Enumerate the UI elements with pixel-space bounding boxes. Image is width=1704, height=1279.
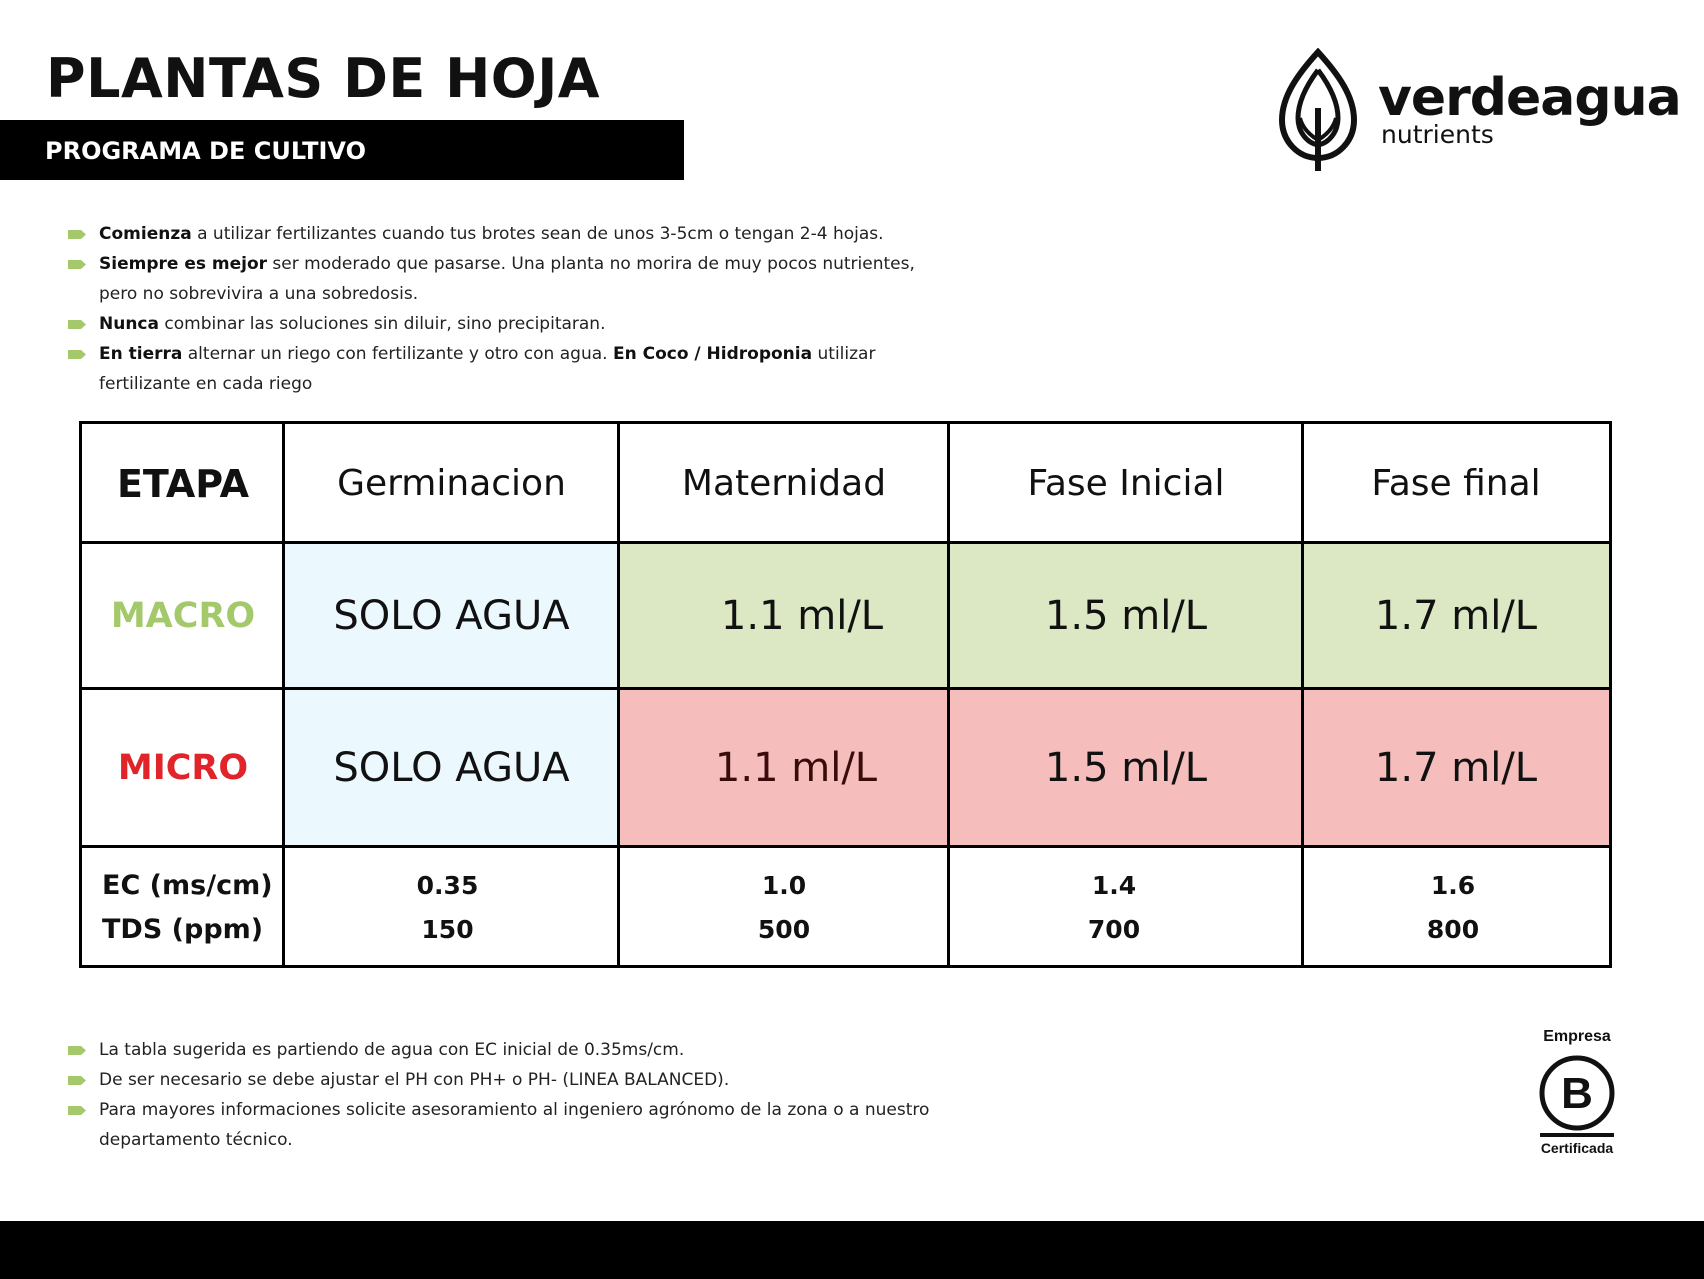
table-divider — [947, 424, 950, 965]
footnote-item: La tabla sugerida es partiendo de agua c… — [68, 1035, 1028, 1065]
arrow-bullet-icon — [68, 350, 86, 359]
table-divider — [82, 687, 1609, 690]
brand-logo: verdeagua nutrients — [1278, 48, 1682, 173]
guideline-item: Comienza a utilizar fertilizantes cuando… — [68, 219, 948, 249]
footnote-item: De ser necesario se debe ajustar el PH c… — [68, 1065, 1028, 1095]
leaf-icon — [1278, 48, 1358, 171]
b-corp-icon: B — [1539, 1055, 1615, 1137]
arrow-bullet-icon — [68, 1076, 86, 1085]
micro-germinacion: SOLO AGUA — [284, 689, 619, 847]
table-divider — [82, 845, 1609, 848]
macro-fase-final: 1.7 ml/L — [1303, 543, 1609, 689]
micro-fase-final: 1.7 ml/L — [1303, 689, 1609, 847]
b-corp-letter: B — [1561, 1069, 1593, 1118]
macro-germinacion: SOLO AGUA — [284, 543, 619, 689]
header-stage-fase-final: Fase final — [1371, 463, 1541, 504]
ec-germinacion: 0.35 — [416, 870, 479, 900]
ec-maternidad: 1.0 — [761, 870, 807, 900]
row-label-tds: TDS (ppm) — [102, 913, 264, 945]
micro-maternidad: 1.1 ml/L — [619, 689, 949, 847]
footnotes-list: La tabla sugerida es partiendo de agua c… — [68, 1035, 1028, 1155]
arrow-bullet-icon — [68, 1046, 86, 1055]
table-divider — [82, 541, 1609, 544]
b-corp-top-label: Empresa — [1543, 1028, 1611, 1045]
row-label-ec: EC (ms/cm) — [102, 869, 273, 901]
table-divider — [617, 424, 620, 965]
page-title: PLANTAS DE HOJA — [46, 47, 601, 110]
guideline-item: Nunca combinar las soluciones sin diluir… — [68, 309, 948, 339]
table-divider — [282, 424, 285, 965]
feeding-schedule-table: ETAPA Germinacion Maternidad Fase Inicia… — [79, 421, 1612, 968]
ec-fase-inicial: 1.4 — [1091, 870, 1137, 900]
guidelines-list: Comienza a utilizar fertilizantes cuando… — [68, 219, 948, 399]
macro-fase-inicial: 1.5 ml/L — [949, 543, 1303, 689]
b-corp-bottom-label: Certificada — [1540, 1140, 1614, 1156]
brand-name: verdeagua — [1378, 68, 1682, 128]
tds-germinacion: 150 — [421, 914, 474, 944]
tds-maternidad: 500 — [757, 914, 811, 944]
ec-fase-final: 1.6 — [1430, 870, 1476, 900]
arrow-bullet-icon — [68, 260, 86, 269]
footnote-item: Para mayores informaciones solicite ases… — [68, 1095, 1028, 1155]
b-corp-badge: Empresa B Certificada — [1534, 1028, 1620, 1158]
guideline-item: En tierra alternar un riego con fertiliz… — [68, 339, 948, 399]
header-stage-maternidad: Maternidad — [681, 463, 887, 504]
header-stage-fase-inicial: Fase Inicial — [1027, 463, 1225, 504]
header-stage-germinacion: Germinacion — [337, 463, 566, 504]
macro-maternidad: 1.1 ml/L — [619, 543, 949, 689]
table-divider — [1301, 424, 1304, 965]
arrow-bullet-icon — [68, 230, 86, 239]
row-label-micro: MICRO — [117, 748, 249, 788]
subtitle-text: PROGRAMA DE CULTIVO — [45, 137, 366, 165]
tds-fase-final: 800 — [1426, 914, 1480, 944]
arrow-bullet-icon — [68, 320, 86, 329]
brand-tagline: nutrients — [1381, 120, 1494, 149]
guideline-item: Siempre es mejor ser moderado que pasars… — [68, 249, 948, 309]
row-label-macro: MACRO — [110, 596, 256, 636]
arrow-bullet-icon — [68, 1106, 86, 1115]
header-etapa: ETAPA — [116, 461, 250, 506]
tds-fase-inicial: 700 — [1087, 914, 1141, 944]
footer-bar — [0, 1221, 1704, 1279]
subtitle-banner: PROGRAMA DE CULTIVO — [0, 120, 684, 180]
micro-fase-inicial: 1.5 ml/L — [949, 689, 1303, 847]
